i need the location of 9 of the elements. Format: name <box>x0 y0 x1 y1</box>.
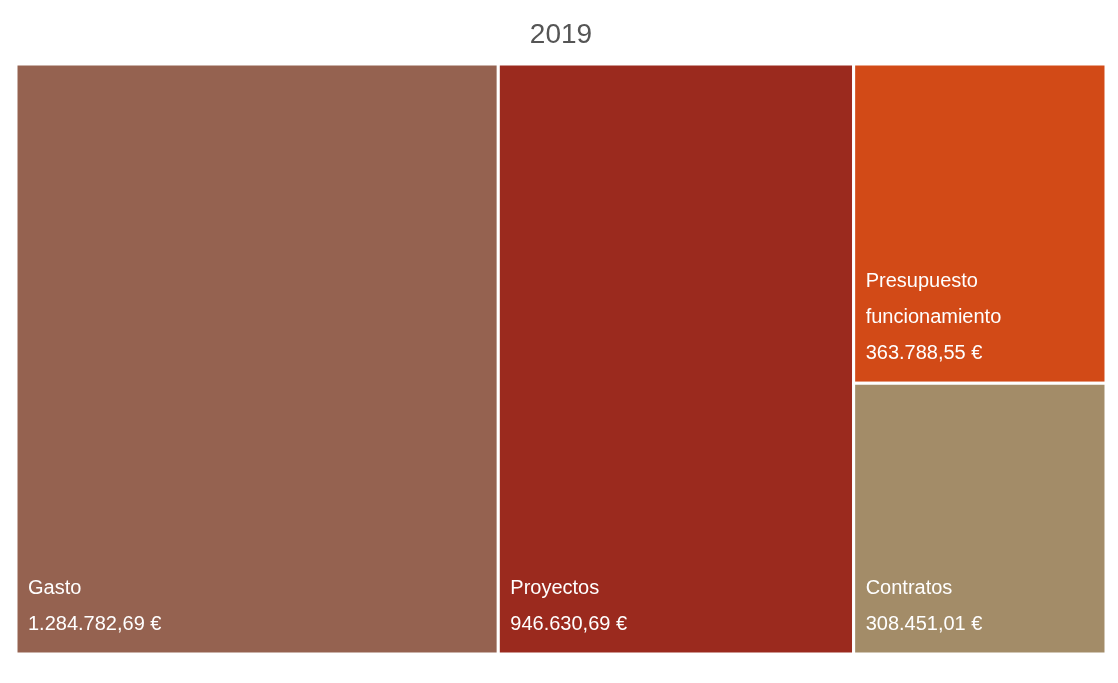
category-label: Presupuesto funcionamiento <box>865 269 1002 328</box>
category-label: Proyectos <box>510 576 600 598</box>
category-label: Contratos <box>865 576 953 598</box>
category-label: Gasto <box>28 576 82 598</box>
data-label: 946.630,69 € <box>510 612 628 634</box>
data-label: 308.451,01 € <box>865 612 983 634</box>
data-label: 1.284.782,69 € <box>28 612 162 634</box>
data-label: 363.788,55 € <box>865 341 983 364</box>
text: 2019 <box>529 17 593 49</box>
